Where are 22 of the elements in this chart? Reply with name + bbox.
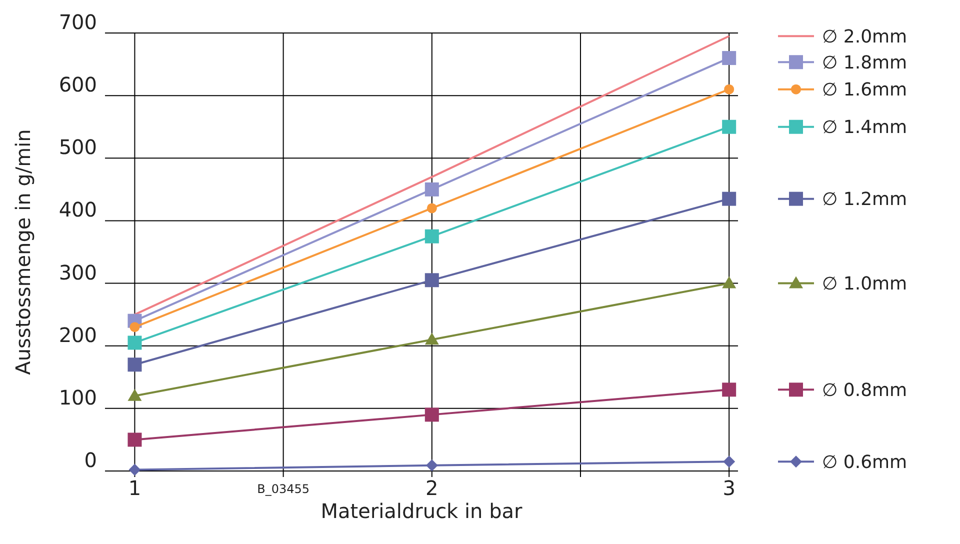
y-tick-label: 0 [84, 448, 97, 472]
legend-label: ∅ 1.2mm [822, 189, 908, 210]
y-tick-label: 700 [58, 10, 97, 34]
annotation: B_03455 [257, 482, 310, 496]
y-tick-label: 100 [58, 385, 97, 410]
y-tick-label: 200 [58, 322, 97, 347]
legend-label: ∅ 1.8mm [822, 52, 908, 74]
x-axis-title: Materialdruck in bar [320, 499, 524, 523]
legend-label: ∅ 2.0mm [822, 26, 908, 48]
x-tick-label: 2 [426, 476, 438, 500]
legend-label: ∅ 0.6mm [822, 452, 908, 473]
legend-label: ∅ 1.0mm [822, 274, 908, 295]
y-tick-label: 600 [58, 72, 97, 97]
legend-label: ∅ 1.6mm [822, 80, 908, 101]
x-tick-label: 3 [722, 476, 736, 500]
y-axis-title: Ausstossmenge in g/min [11, 129, 35, 375]
y-tick-label: 300 [58, 260, 97, 284]
y-tick-label: 500 [58, 135, 97, 160]
y-tick-label: 400 [58, 198, 97, 222]
legend-label: ∅ 1.4mm [822, 117, 908, 138]
x-tick-label: 1 [128, 476, 142, 500]
legend-label: ∅ 0.8mm [822, 380, 908, 401]
